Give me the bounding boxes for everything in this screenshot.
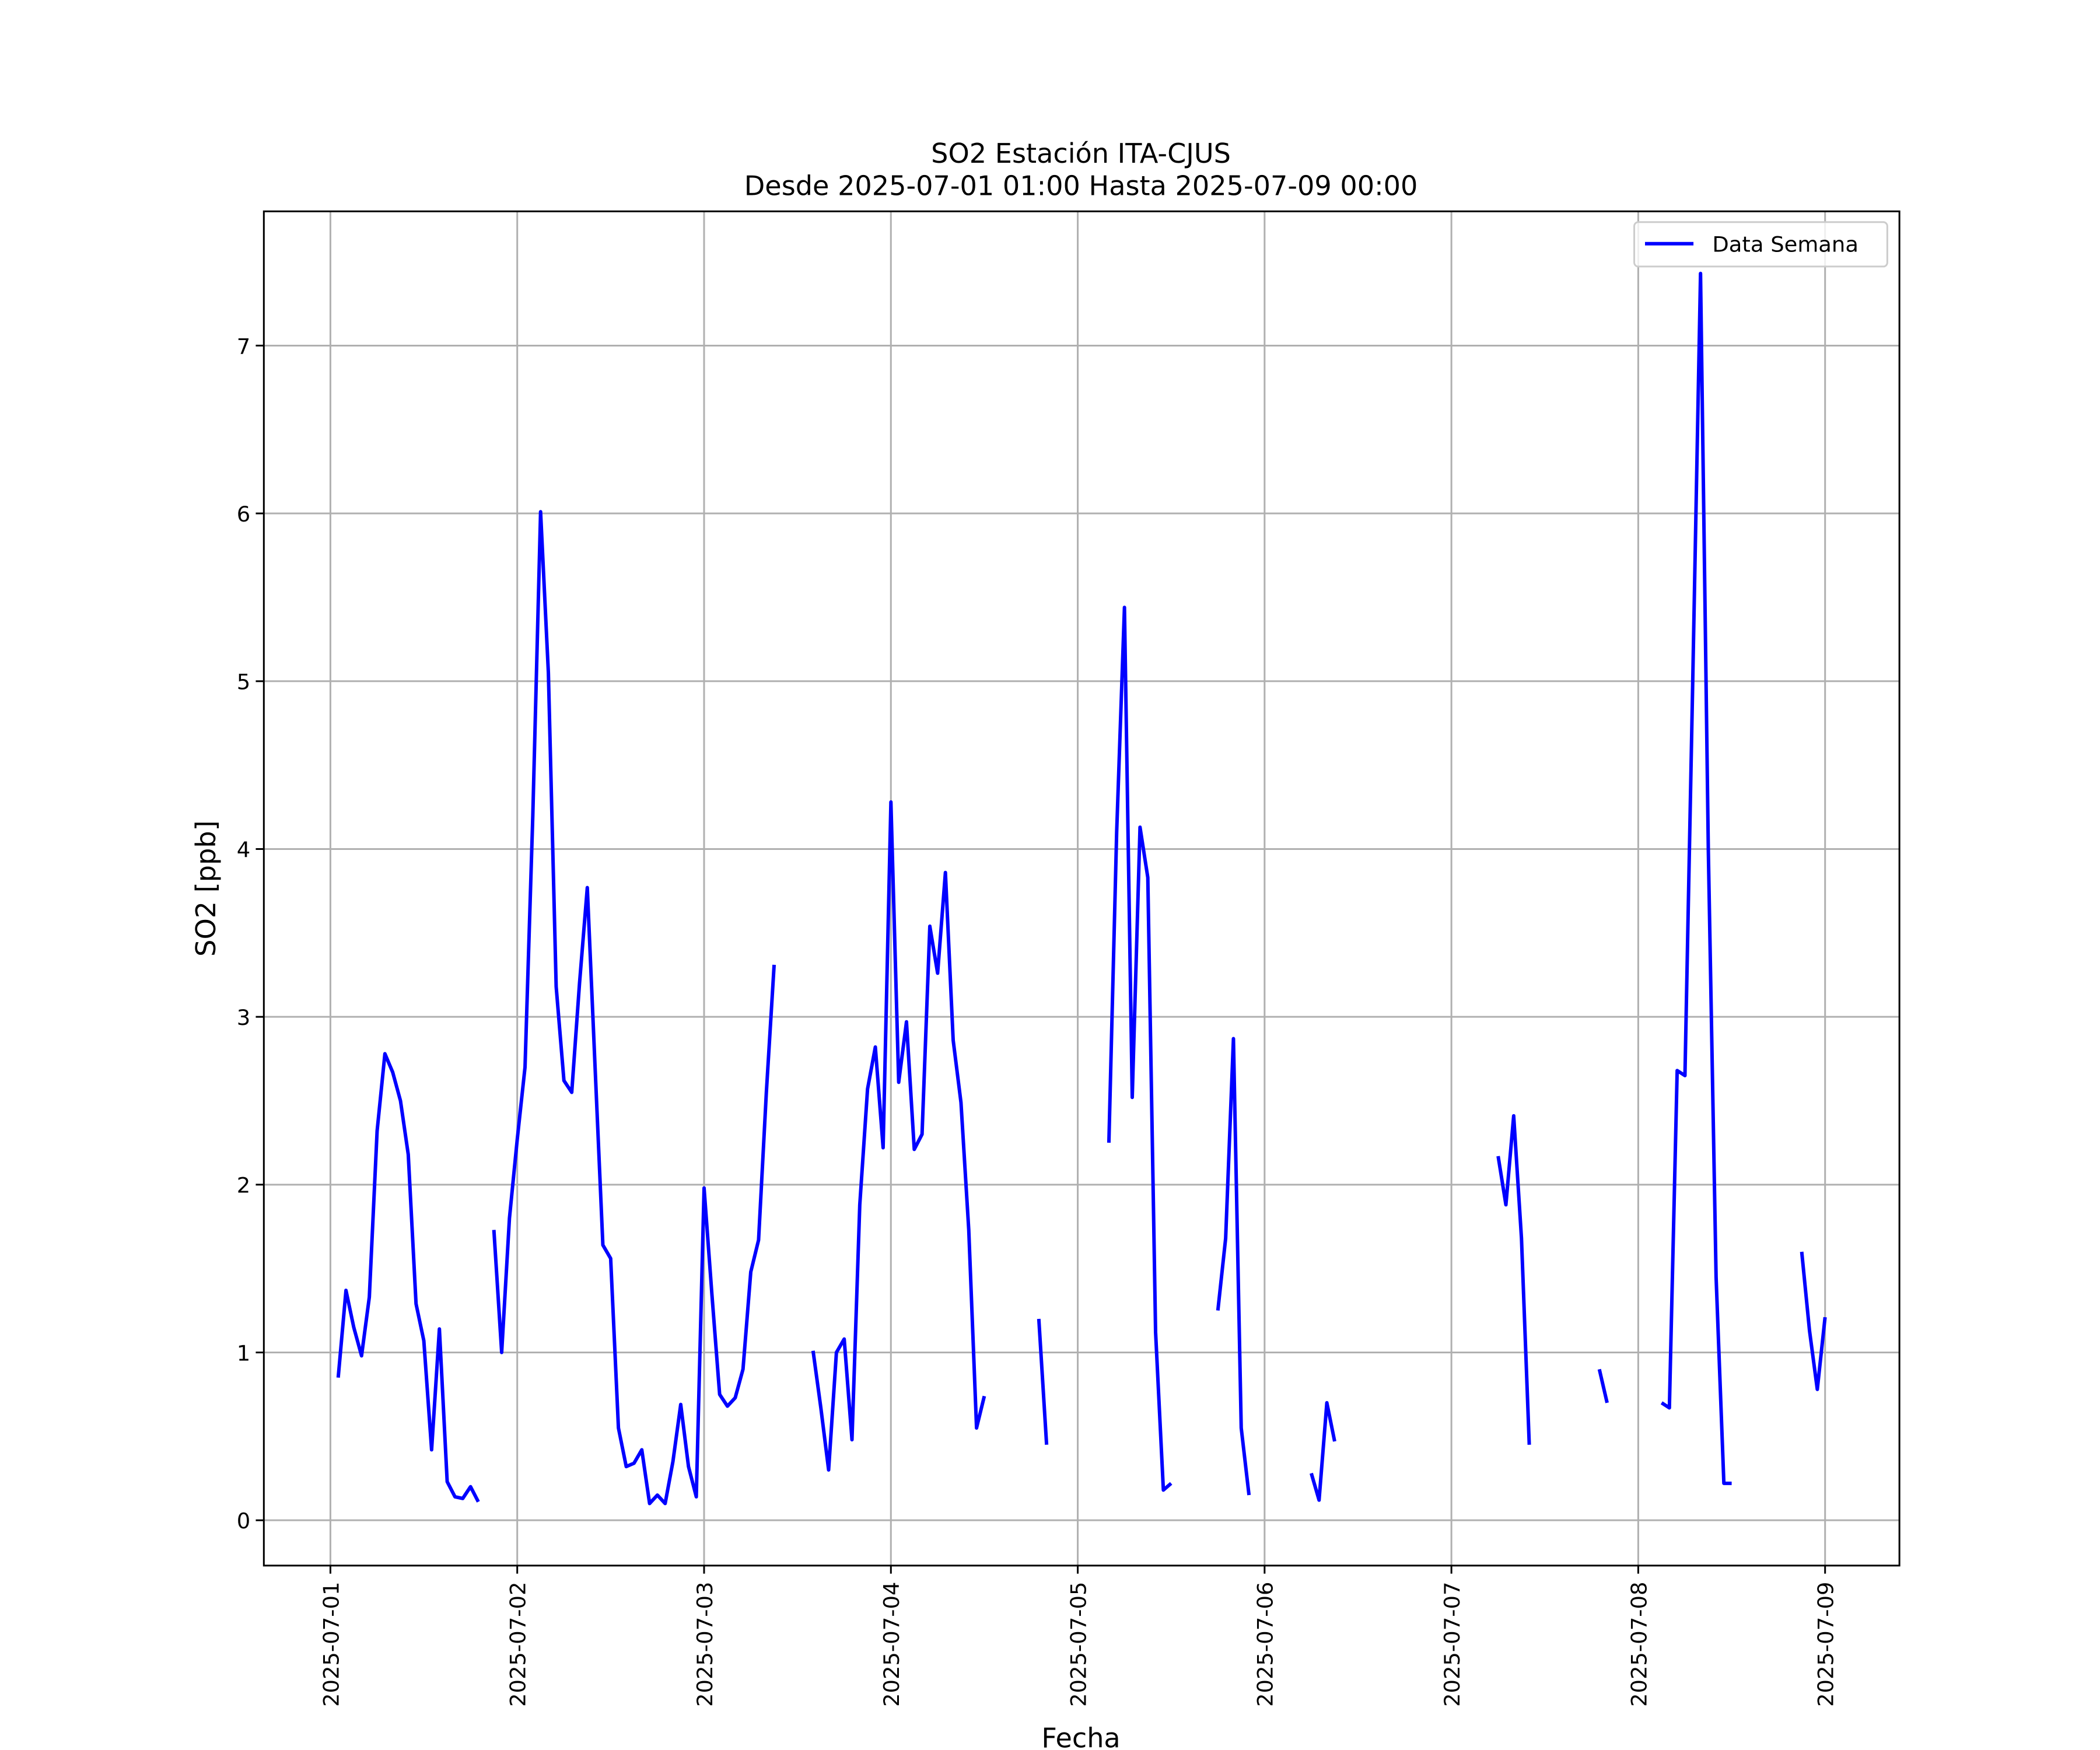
y-tick-label: 1 [237,1340,250,1366]
x-tick-label: 2025-07-04 [879,1582,904,1707]
chart-title: SO2 Estación ITA-CJUS [931,138,1231,169]
x-axis-label: Fecha [1041,1722,1120,1750]
y-tick-label: 5 [237,670,250,695]
y-tick-label: 7 [237,334,250,359]
legend-label: Data Semana [1712,232,1859,257]
y-tick-label: 0 [237,1508,250,1534]
legend-box [1633,221,1888,268]
y-tick-label: 4 [237,837,250,862]
y-axis-label: SO2 [ppb] [190,820,222,957]
y-tick-label: 2 [237,1173,250,1198]
x-tick-label: 2025-07-07 [1440,1582,1465,1707]
y-tick-label: 6 [237,502,250,527]
x-tick-label: 2025-07-01 [318,1582,344,1707]
chart-subtitle: Desde 2025-07-01 01:00 Hasta 2025-07-09 … [744,170,1418,202]
y-tick-label: 3 [237,1005,250,1030]
x-tick-label: 2025-07-03 [692,1582,718,1707]
x-tick-label: 2025-07-09 [1814,1582,1839,1707]
x-tick-label: 2025-07-06 [1253,1582,1278,1707]
data-line [336,271,1827,1506]
x-tick-label: 2025-07-02 [506,1582,531,1707]
x-tick-label: 2025-07-05 [1066,1582,1091,1707]
x-tick-label: 2025-07-08 [1626,1582,1651,1707]
plot-frame [262,210,1901,1567]
